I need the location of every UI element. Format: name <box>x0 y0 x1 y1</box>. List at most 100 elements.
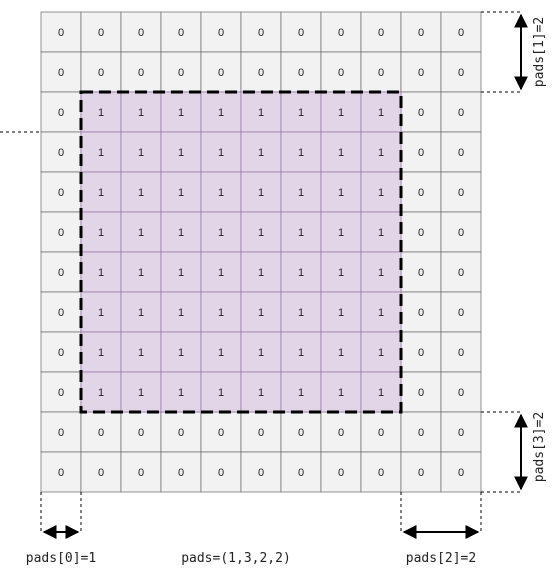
cell-box <box>240 291 282 333</box>
cell-value: 0 <box>418 467 424 479</box>
pad-cell: 0 <box>40 411 82 453</box>
cell-value: 1 <box>378 387 384 399</box>
cell-value: 0 <box>138 27 144 39</box>
input-cell: 1 <box>320 291 362 333</box>
cell-value: 0 <box>298 427 304 439</box>
cell-value: 1 <box>298 347 304 359</box>
cell-value: 1 <box>258 347 264 359</box>
cell-box <box>160 411 202 453</box>
cell-box <box>280 411 322 453</box>
cell-box <box>240 51 282 93</box>
cell-box <box>240 11 282 53</box>
cell-box <box>40 11 82 53</box>
pad-cell: 0 <box>440 91 482 133</box>
cell-box <box>280 211 322 253</box>
input-cell: 1 <box>80 371 122 413</box>
input-cell: 1 <box>120 291 162 333</box>
pad-cell: 0 <box>120 51 162 93</box>
pad-cell: 0 <box>280 411 322 453</box>
cell-value: 1 <box>338 347 344 359</box>
input-cell: 1 <box>240 131 282 173</box>
cell-value: 0 <box>58 467 64 479</box>
cell-value: 0 <box>178 27 184 39</box>
input-cell: 1 <box>280 171 322 213</box>
cell-value: 1 <box>378 307 384 319</box>
cell-value: 0 <box>418 187 424 199</box>
cell-value: 0 <box>58 187 64 199</box>
pad-cell: 0 <box>240 51 282 93</box>
input-cell: 1 <box>320 131 362 173</box>
cell-value: 1 <box>258 387 264 399</box>
input-cell: 1 <box>320 371 362 413</box>
cell-value: 0 <box>378 27 384 39</box>
input-cell: 1 <box>320 171 362 213</box>
cell-value: 1 <box>178 347 184 359</box>
pad-cell: 0 <box>400 411 442 453</box>
cell-value: 1 <box>258 187 264 199</box>
cell-value: 0 <box>418 27 424 39</box>
cell-box <box>320 131 362 173</box>
cell-box <box>200 171 242 213</box>
cell-box <box>320 331 362 373</box>
cell-value: 0 <box>98 67 104 79</box>
pads2-label: pads[2]=2 <box>406 551 476 566</box>
cell-box <box>440 51 482 93</box>
pad-cell: 0 <box>320 451 362 493</box>
input-cell: 1 <box>120 131 162 173</box>
pad-cell: 0 <box>280 51 322 93</box>
cell-box <box>240 371 282 413</box>
cell-value: 1 <box>98 107 104 119</box>
cell-value: 1 <box>258 107 264 119</box>
pad-cell: 0 <box>200 11 242 53</box>
cell-box <box>360 211 402 253</box>
input-cell: 1 <box>240 211 282 253</box>
pad-cell: 0 <box>40 131 82 173</box>
cell-value: 1 <box>298 227 304 239</box>
input-cell: 1 <box>320 251 362 293</box>
pad-cell: 0 <box>40 171 82 213</box>
cell-value: 1 <box>98 147 104 159</box>
input-cell: 1 <box>200 331 242 373</box>
cell-box <box>360 51 402 93</box>
cell-box <box>240 331 282 373</box>
cell-box <box>40 411 82 453</box>
cell-value: 1 <box>298 147 304 159</box>
cell-value: 0 <box>418 107 424 119</box>
pad-cell: 0 <box>40 291 82 333</box>
input-cell: 1 <box>160 251 202 293</box>
cell-box <box>440 371 482 413</box>
pads0-label: pads[0]=1 <box>26 551 96 566</box>
cell-value: 1 <box>378 147 384 159</box>
pad-cell: 0 <box>440 51 482 93</box>
pad-cell: 0 <box>440 451 482 493</box>
cell-box <box>400 51 442 93</box>
input-cell: 1 <box>80 251 122 293</box>
cell-value: 0 <box>418 307 424 319</box>
cell-box <box>200 291 242 333</box>
cell-value: 0 <box>218 427 224 439</box>
input-cell: 1 <box>240 171 282 213</box>
pad-cell: 0 <box>440 251 482 293</box>
cell-box <box>400 371 442 413</box>
cell-value: 0 <box>458 107 464 119</box>
pad-cell: 0 <box>440 211 482 253</box>
cell-box <box>440 131 482 173</box>
cell-box <box>200 51 242 93</box>
cell-box <box>360 331 402 373</box>
input-cell: 1 <box>120 91 162 133</box>
cell-box <box>120 411 162 453</box>
cell-value: 0 <box>418 147 424 159</box>
cell-value: 0 <box>98 27 104 39</box>
cell-box <box>440 451 482 493</box>
cell-value: 1 <box>378 187 384 199</box>
cell-box <box>280 91 322 133</box>
pads3-label: pads[3]=2 <box>532 412 547 482</box>
input-cell: 1 <box>360 371 402 413</box>
input-cell: 1 <box>160 131 202 173</box>
cell-box <box>360 131 402 173</box>
cell-value: 0 <box>338 67 344 79</box>
cell-value: 1 <box>338 227 344 239</box>
cell-box <box>320 91 362 133</box>
pad-cell: 0 <box>160 411 202 453</box>
pad-cell: 0 <box>200 51 242 93</box>
